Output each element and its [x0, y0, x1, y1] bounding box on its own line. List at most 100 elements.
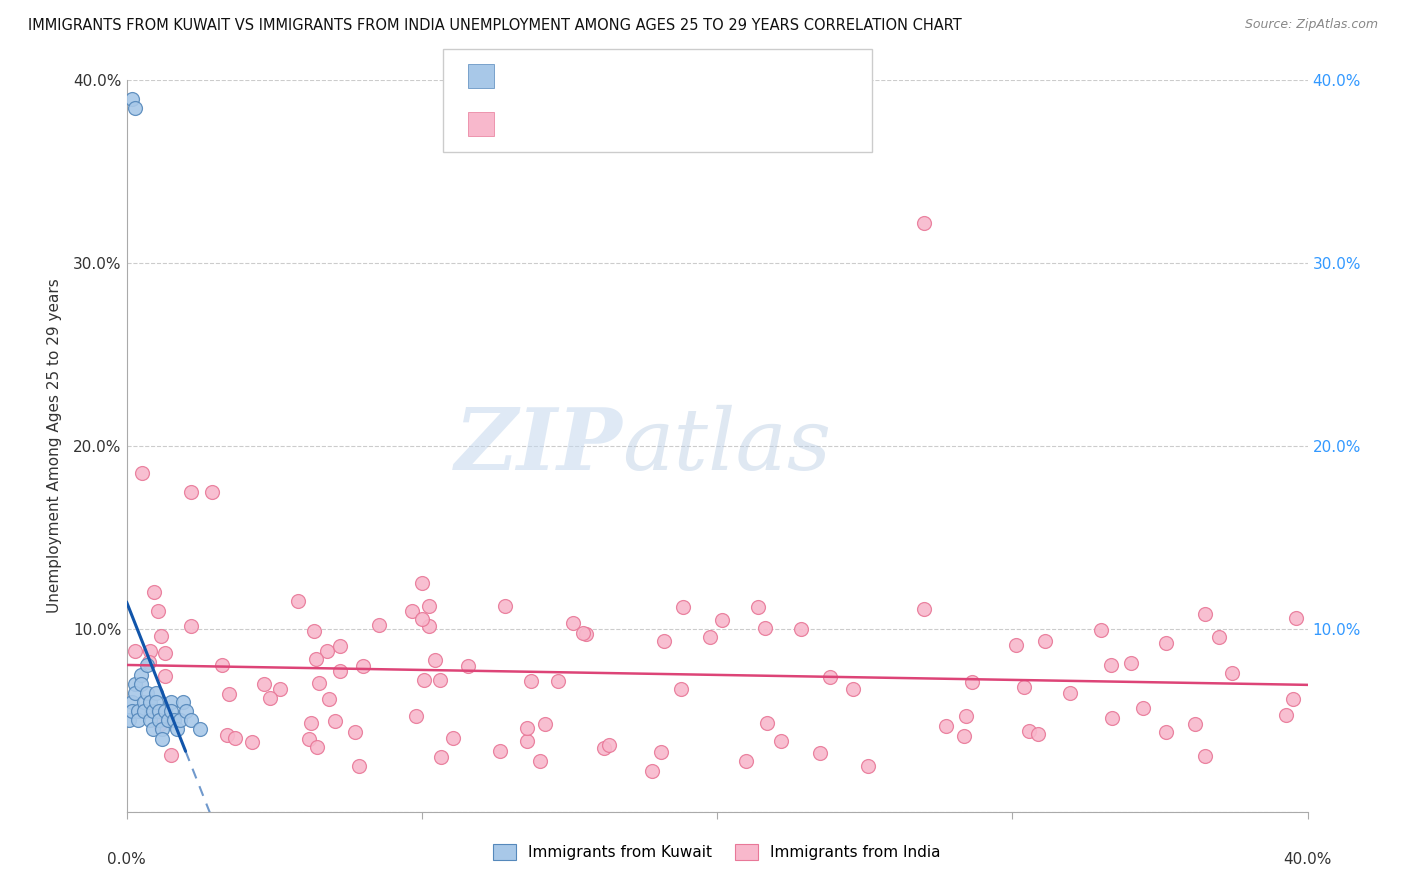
Point: [142, 723, 165, 737]
Point: [298, 731, 321, 746]
Point: [142, 704, 165, 718]
Point: [953, 729, 976, 743]
Point: [572, 626, 595, 640]
Point: [136, 658, 159, 673]
Point: [1090, 623, 1112, 637]
Point: [955, 709, 977, 723]
Point: [747, 599, 769, 614]
Point: [121, 91, 143, 105]
Point: [1005, 638, 1028, 652]
Point: [547, 673, 569, 688]
Point: [156, 714, 179, 728]
Point: [429, 673, 451, 688]
Point: [1154, 636, 1177, 650]
Point: [520, 673, 543, 688]
Point: [808, 746, 831, 760]
Point: [672, 599, 695, 614]
Point: [160, 704, 183, 718]
Point: [593, 740, 616, 755]
Text: 36: 36: [740, 66, 762, 84]
Point: [1119, 656, 1142, 670]
Text: 107: 107: [740, 114, 775, 132]
Point: [138, 655, 160, 669]
Point: [411, 576, 433, 591]
Text: -0.002: -0.002: [588, 114, 647, 132]
Point: [347, 759, 370, 773]
Point: [912, 216, 935, 230]
Point: [150, 723, 173, 737]
Point: [1282, 692, 1305, 706]
Point: [425, 653, 447, 667]
Point: [150, 629, 173, 643]
Point: [169, 714, 191, 728]
Point: [789, 622, 811, 636]
Point: [163, 714, 186, 728]
Point: [598, 738, 620, 752]
Point: [352, 658, 374, 673]
Point: [134, 695, 156, 709]
Point: [124, 643, 146, 657]
Point: [1033, 633, 1056, 648]
Text: IMMIGRANTS FROM KUWAIT VS IMMIGRANTS FROM INDIA UNEMPLOYMENT AMONG AGES 25 TO 29: IMMIGRANTS FROM KUWAIT VS IMMIGRANTS FRO…: [28, 18, 962, 33]
Point: [149, 717, 172, 731]
Point: [180, 619, 202, 633]
Point: [124, 686, 146, 700]
Point: [488, 744, 510, 758]
Point: [734, 754, 756, 768]
Point: [150, 731, 173, 746]
Point: [769, 734, 792, 748]
Point: [1012, 680, 1035, 694]
Point: [669, 681, 692, 696]
Point: [211, 658, 233, 673]
Point: [127, 704, 149, 718]
Point: [1132, 701, 1154, 715]
Point: [180, 714, 202, 728]
Y-axis label: Unemployment Among Ages 25 to 29 years: Unemployment Among Ages 25 to 29 years: [46, 278, 62, 614]
Point: [841, 682, 863, 697]
Point: [411, 612, 433, 626]
Point: [575, 627, 598, 641]
Point: [201, 484, 224, 499]
Point: [148, 704, 170, 718]
Point: [259, 691, 281, 706]
Point: [1099, 658, 1122, 673]
Point: [124, 676, 146, 690]
Point: [323, 714, 346, 729]
Point: [269, 682, 291, 697]
Point: [188, 723, 212, 737]
Point: [121, 695, 143, 709]
Point: [142, 585, 165, 599]
Point: [134, 704, 156, 718]
Text: 0.314: 0.314: [588, 66, 640, 84]
Point: [413, 673, 436, 687]
Point: [224, 731, 246, 745]
Point: [699, 630, 721, 644]
Text: atlas: atlas: [623, 405, 832, 487]
Point: [405, 709, 427, 723]
Point: [217, 728, 239, 742]
Point: [180, 484, 202, 499]
Point: [1284, 610, 1306, 624]
Point: [754, 621, 776, 635]
Point: [136, 686, 159, 700]
Point: [1194, 607, 1216, 621]
Point: [139, 695, 162, 709]
Point: [1026, 727, 1049, 741]
Text: N =: N =: [665, 66, 696, 84]
Point: [344, 725, 367, 739]
Point: [561, 615, 583, 630]
Point: [652, 634, 675, 648]
Point: [118, 714, 141, 728]
Point: [174, 704, 197, 718]
Point: [318, 692, 340, 706]
Legend: Immigrants from Kuwait, Immigrants from India: Immigrants from Kuwait, Immigrants from …: [486, 838, 948, 866]
Point: [429, 749, 451, 764]
Point: [441, 731, 464, 745]
Text: ZIP: ZIP: [454, 404, 623, 488]
Text: R =: R =: [510, 114, 541, 132]
Point: [131, 467, 153, 481]
Point: [516, 721, 538, 735]
Point: [121, 704, 143, 718]
Point: [139, 714, 162, 728]
Point: [148, 714, 170, 728]
